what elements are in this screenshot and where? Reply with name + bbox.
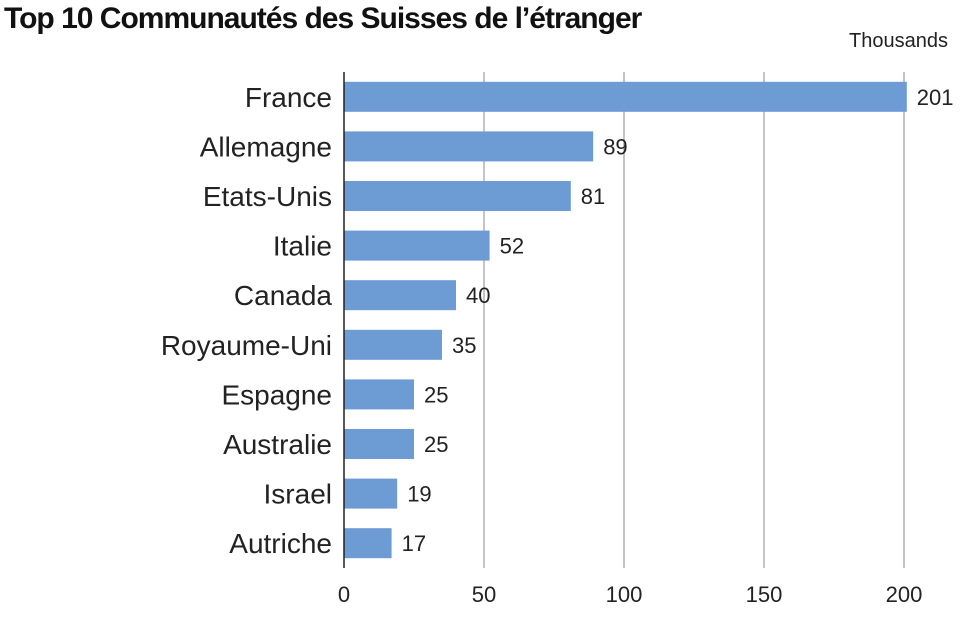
value-label: 52 <box>500 234 524 259</box>
x-tick-label: 200 <box>886 582 923 607</box>
category-label: Australie <box>223 429 332 460</box>
bar <box>344 181 571 211</box>
bar <box>344 429 414 459</box>
bar <box>344 528 392 559</box>
x-tick-label: 100 <box>606 582 643 607</box>
value-label: 35 <box>452 333 476 358</box>
bar <box>344 131 594 162</box>
x-tick-label: 150 <box>746 582 783 607</box>
category-label: Espagne <box>221 379 332 410</box>
category-label: Canada <box>234 280 333 311</box>
value-label: 25 <box>424 382 448 407</box>
bar <box>344 478 398 509</box>
value-label: 25 <box>424 432 448 457</box>
category-label: Allemagne <box>200 131 332 162</box>
bar <box>344 379 414 410</box>
value-label: 19 <box>407 482 431 507</box>
category-label: Royaume-Uni <box>161 330 332 361</box>
bar <box>344 81 907 112</box>
unit-label: Thousands <box>849 30 948 52</box>
category-label: Autriche <box>229 528 332 559</box>
value-label: 89 <box>603 134 627 159</box>
x-tick-label: 0 <box>338 582 350 607</box>
category-label: Etats-Unis <box>203 181 332 212</box>
category-label: France <box>245 82 332 113</box>
category-label: Israel <box>264 479 332 510</box>
bar <box>344 230 490 261</box>
value-label: 201 <box>917 85 954 110</box>
chart-title: Top 10 Communautés des Suisses de l’étra… <box>4 2 642 35</box>
bar <box>344 329 442 360</box>
category-label: Italie <box>273 231 332 262</box>
value-label: 81 <box>581 184 605 209</box>
x-tick-label: 50 <box>472 582 496 607</box>
value-label: 17 <box>402 531 426 556</box>
bar <box>344 280 456 311</box>
value-label: 40 <box>466 283 490 308</box>
